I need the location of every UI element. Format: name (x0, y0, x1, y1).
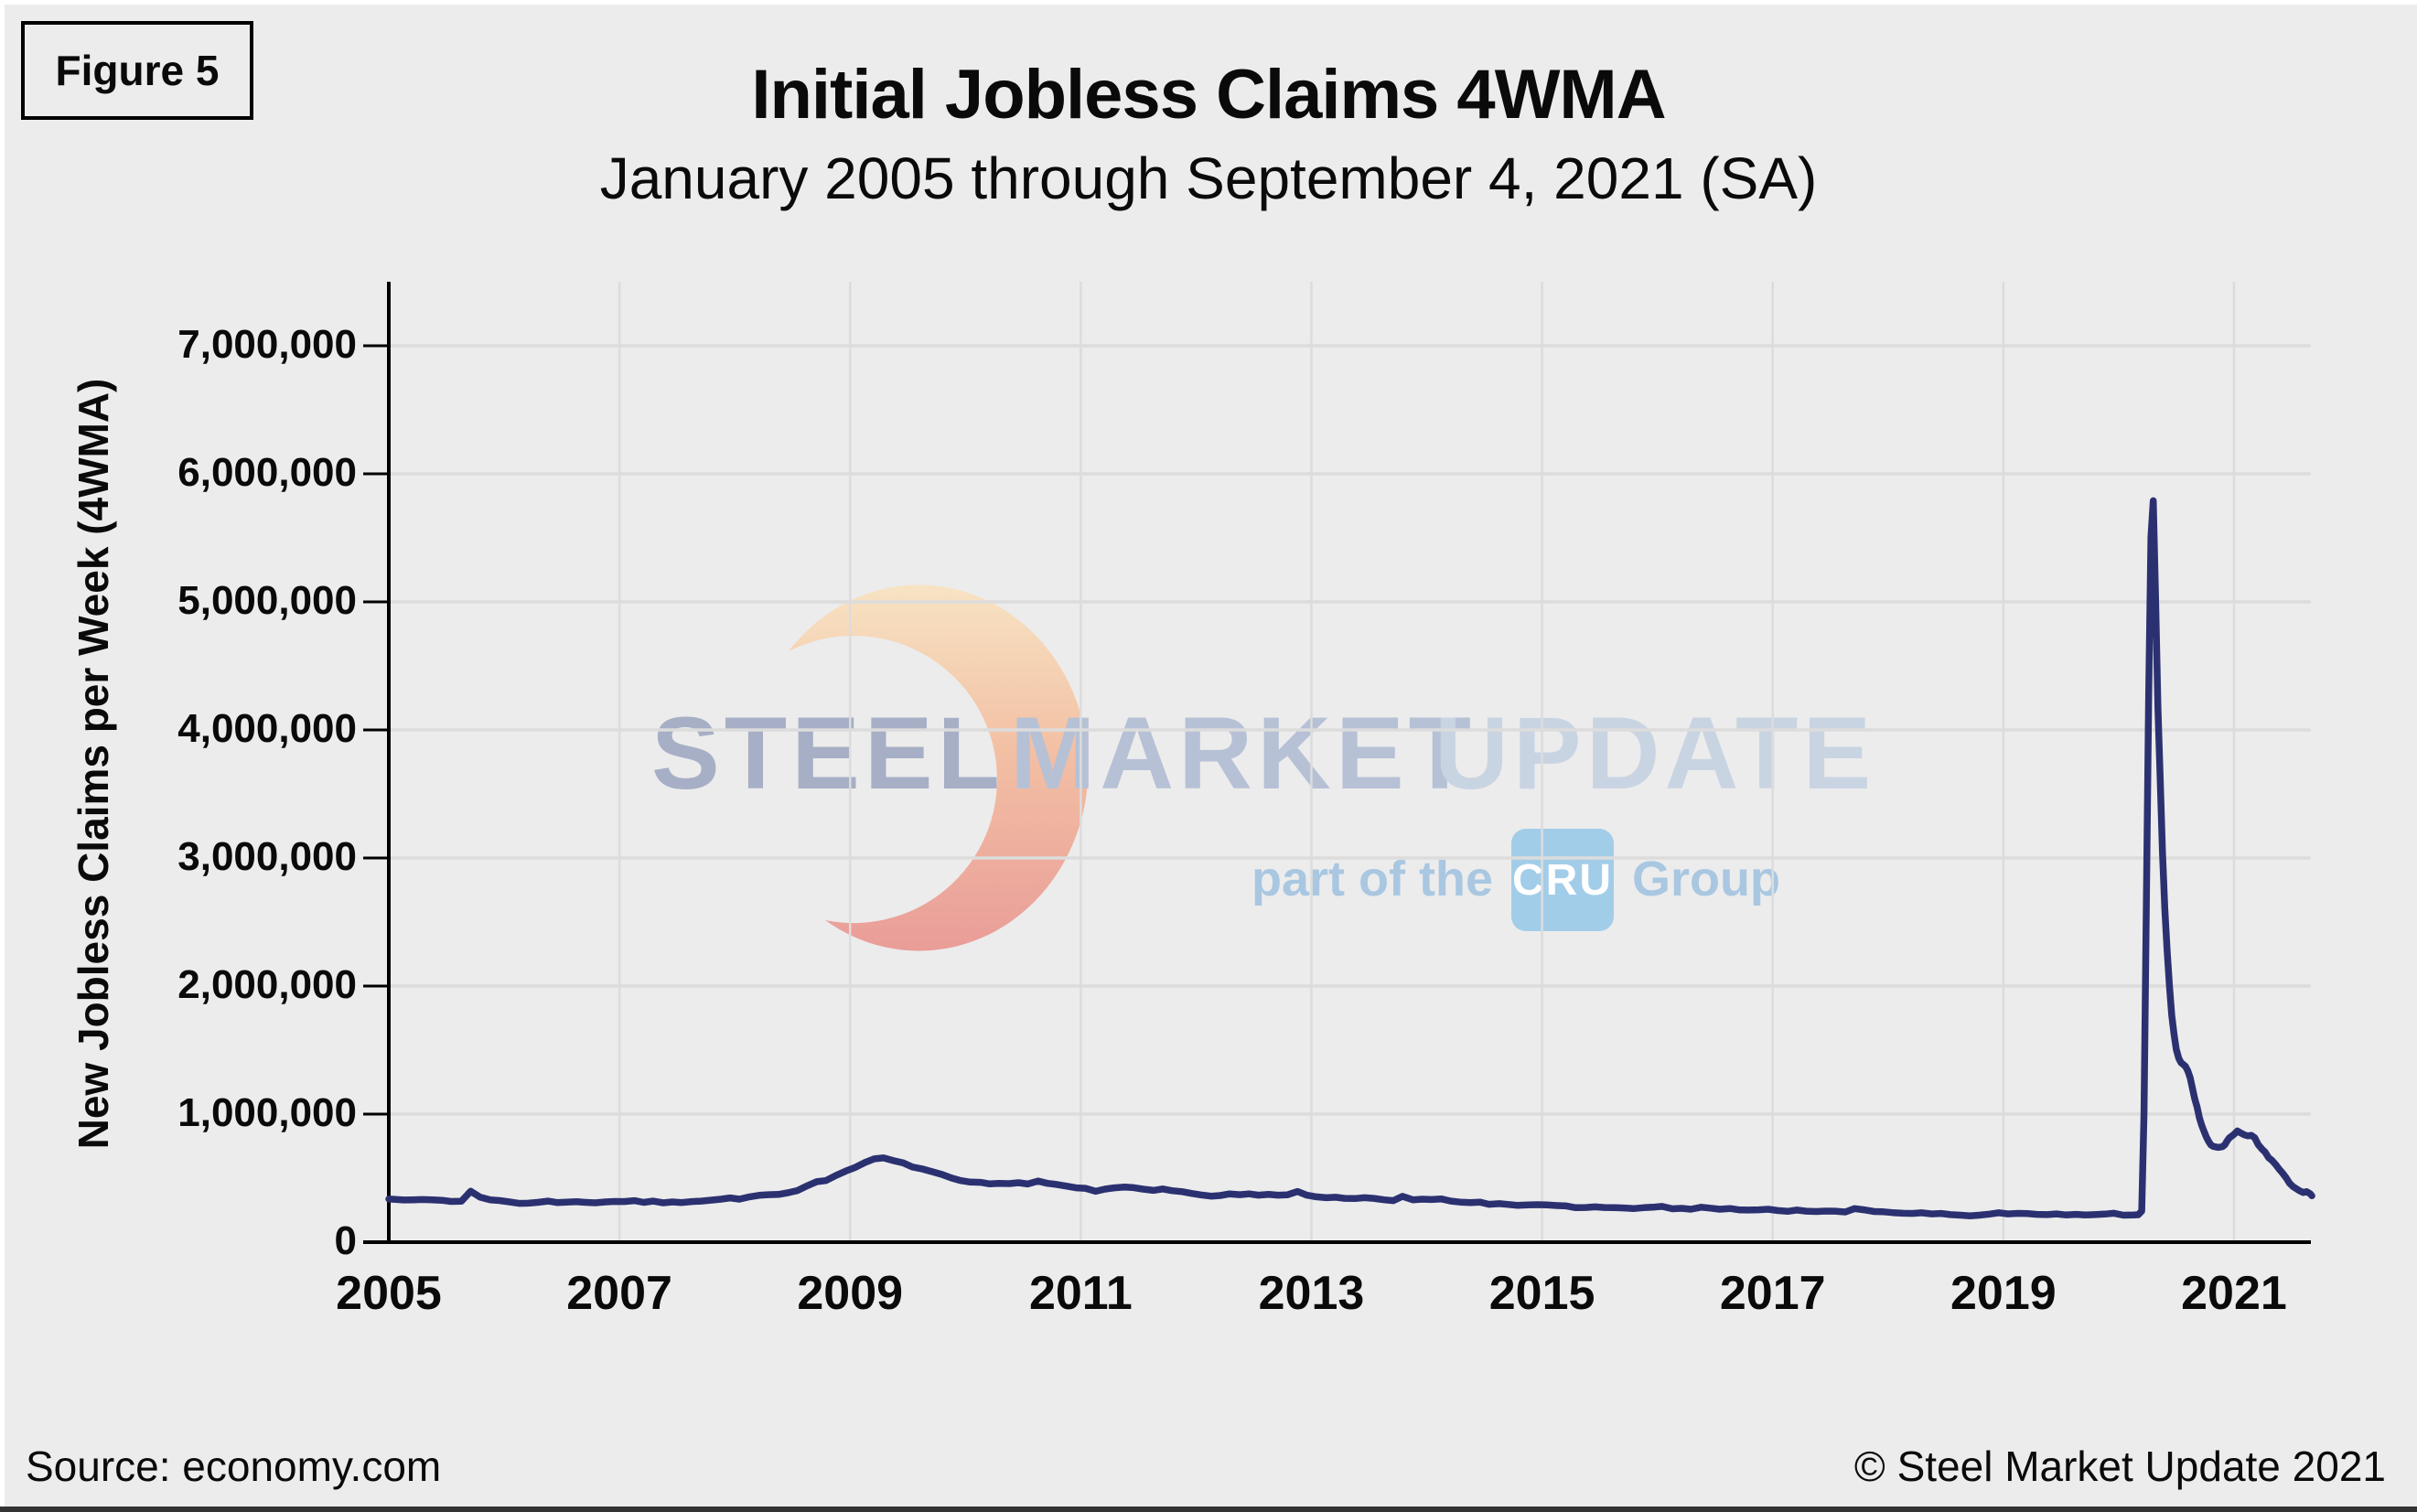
window-edge-top (0, 0, 2417, 5)
window-edge-left (0, 0, 5, 1512)
figure-number-box: Figure 5 (21, 21, 253, 120)
watermark-group: Group (1632, 852, 1780, 906)
figure-number-label: Figure 5 (55, 47, 220, 94)
watermark-steel: STEEL (651, 696, 1004, 810)
cru-logo-text: CRU (1512, 855, 1613, 905)
window-edge-bottom (0, 1507, 2417, 1512)
cru-logo: CRU (1511, 829, 1614, 931)
watermark-market: MARKET (1010, 696, 1477, 810)
copyright-note: © Steel Market Update 2021 (1853, 1442, 2386, 1490)
watermark-part-of-the: part of the (1251, 852, 1493, 906)
source-note: Source: economy.com (26, 1442, 442, 1490)
chart-title: Initial Jobless Claims 4WMA (751, 56, 1666, 134)
watermark-update: UPDATE (1434, 696, 1876, 810)
y-axis-title: New Jobless Claims per Week (4WMA) (70, 378, 117, 1150)
chart-subtitle: January 2005 through September 4, 2021 (… (599, 145, 1818, 211)
jobless-claims-line (385, 497, 2315, 1219)
